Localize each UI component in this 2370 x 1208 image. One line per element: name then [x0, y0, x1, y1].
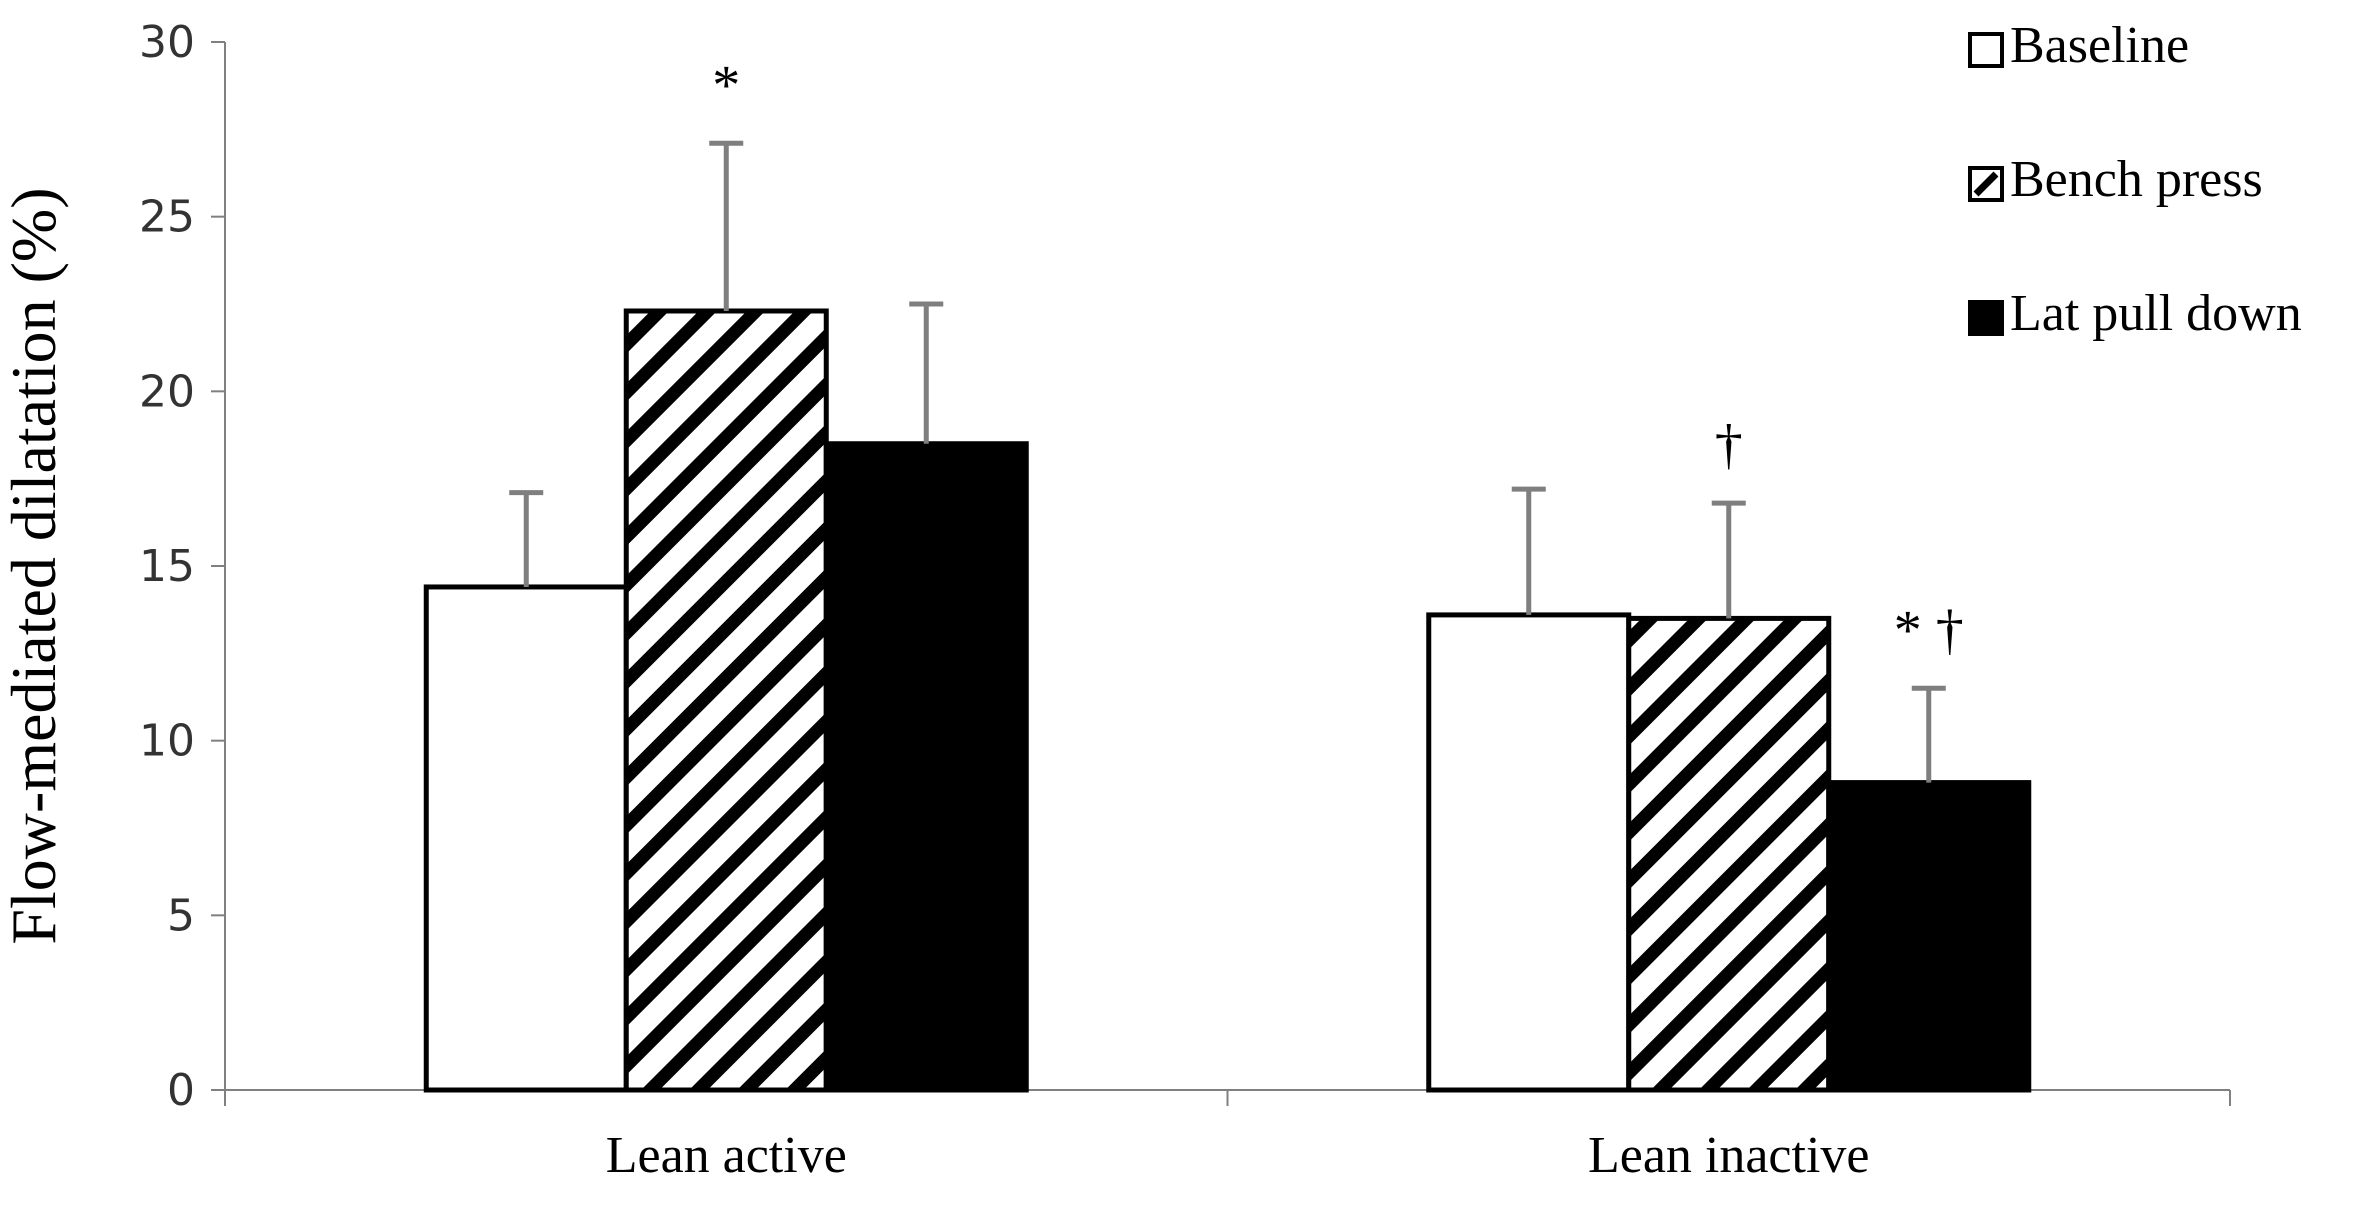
- legend: Baseline Bench press Lat pull down: [1968, 17, 2302, 342]
- legend-swatch: [1968, 300, 2004, 336]
- y-tick-label: 0: [167, 1065, 195, 1116]
- y-tick-label: 25: [139, 192, 195, 243]
- legend-swatch-hatch: [1973, 171, 1999, 197]
- bars: [423, 308, 2032, 1093]
- y-tick-label: 30: [139, 17, 195, 68]
- bar-lat-pull-down: [823, 441, 1029, 1093]
- y-tick-label: 15: [139, 541, 195, 592]
- labels: Lean active Lean inactive * † * † Flow-mediat…: [0, 54, 1964, 1184]
- y-tick-label: 10: [139, 716, 195, 767]
- bar-bench-press: [1626, 615, 1832, 1093]
- error-bars: [509, 140, 1946, 783]
- legend-label: Lat pull down: [2010, 285, 2302, 342]
- significance-marker: * †: [1894, 599, 1964, 661]
- category-label: Lean active: [606, 1127, 847, 1184]
- category-label: Lean inactive: [1588, 1127, 1870, 1184]
- bar-baseline: [1426, 612, 1632, 1093]
- legend-label: Baseline: [2010, 17, 2189, 74]
- legend-swatch: [1968, 32, 2004, 68]
- y-tick-label: 5: [167, 890, 195, 941]
- legend-label: Bench press: [2010, 151, 2263, 208]
- axes: 0 5 10 15 20 25 30: [139, 17, 2231, 1116]
- bar-bench-press: [623, 308, 829, 1093]
- significance-marker: †: [1715, 414, 1743, 476]
- bar-lat-pull-down: [1826, 780, 2032, 1093]
- significance-marker: *: [712, 54, 740, 116]
- y-axis-title: Flow-mediated dilatation (%): [0, 187, 69, 944]
- y-tick-label: 20: [139, 366, 195, 417]
- bar-baseline: [423, 584, 629, 1093]
